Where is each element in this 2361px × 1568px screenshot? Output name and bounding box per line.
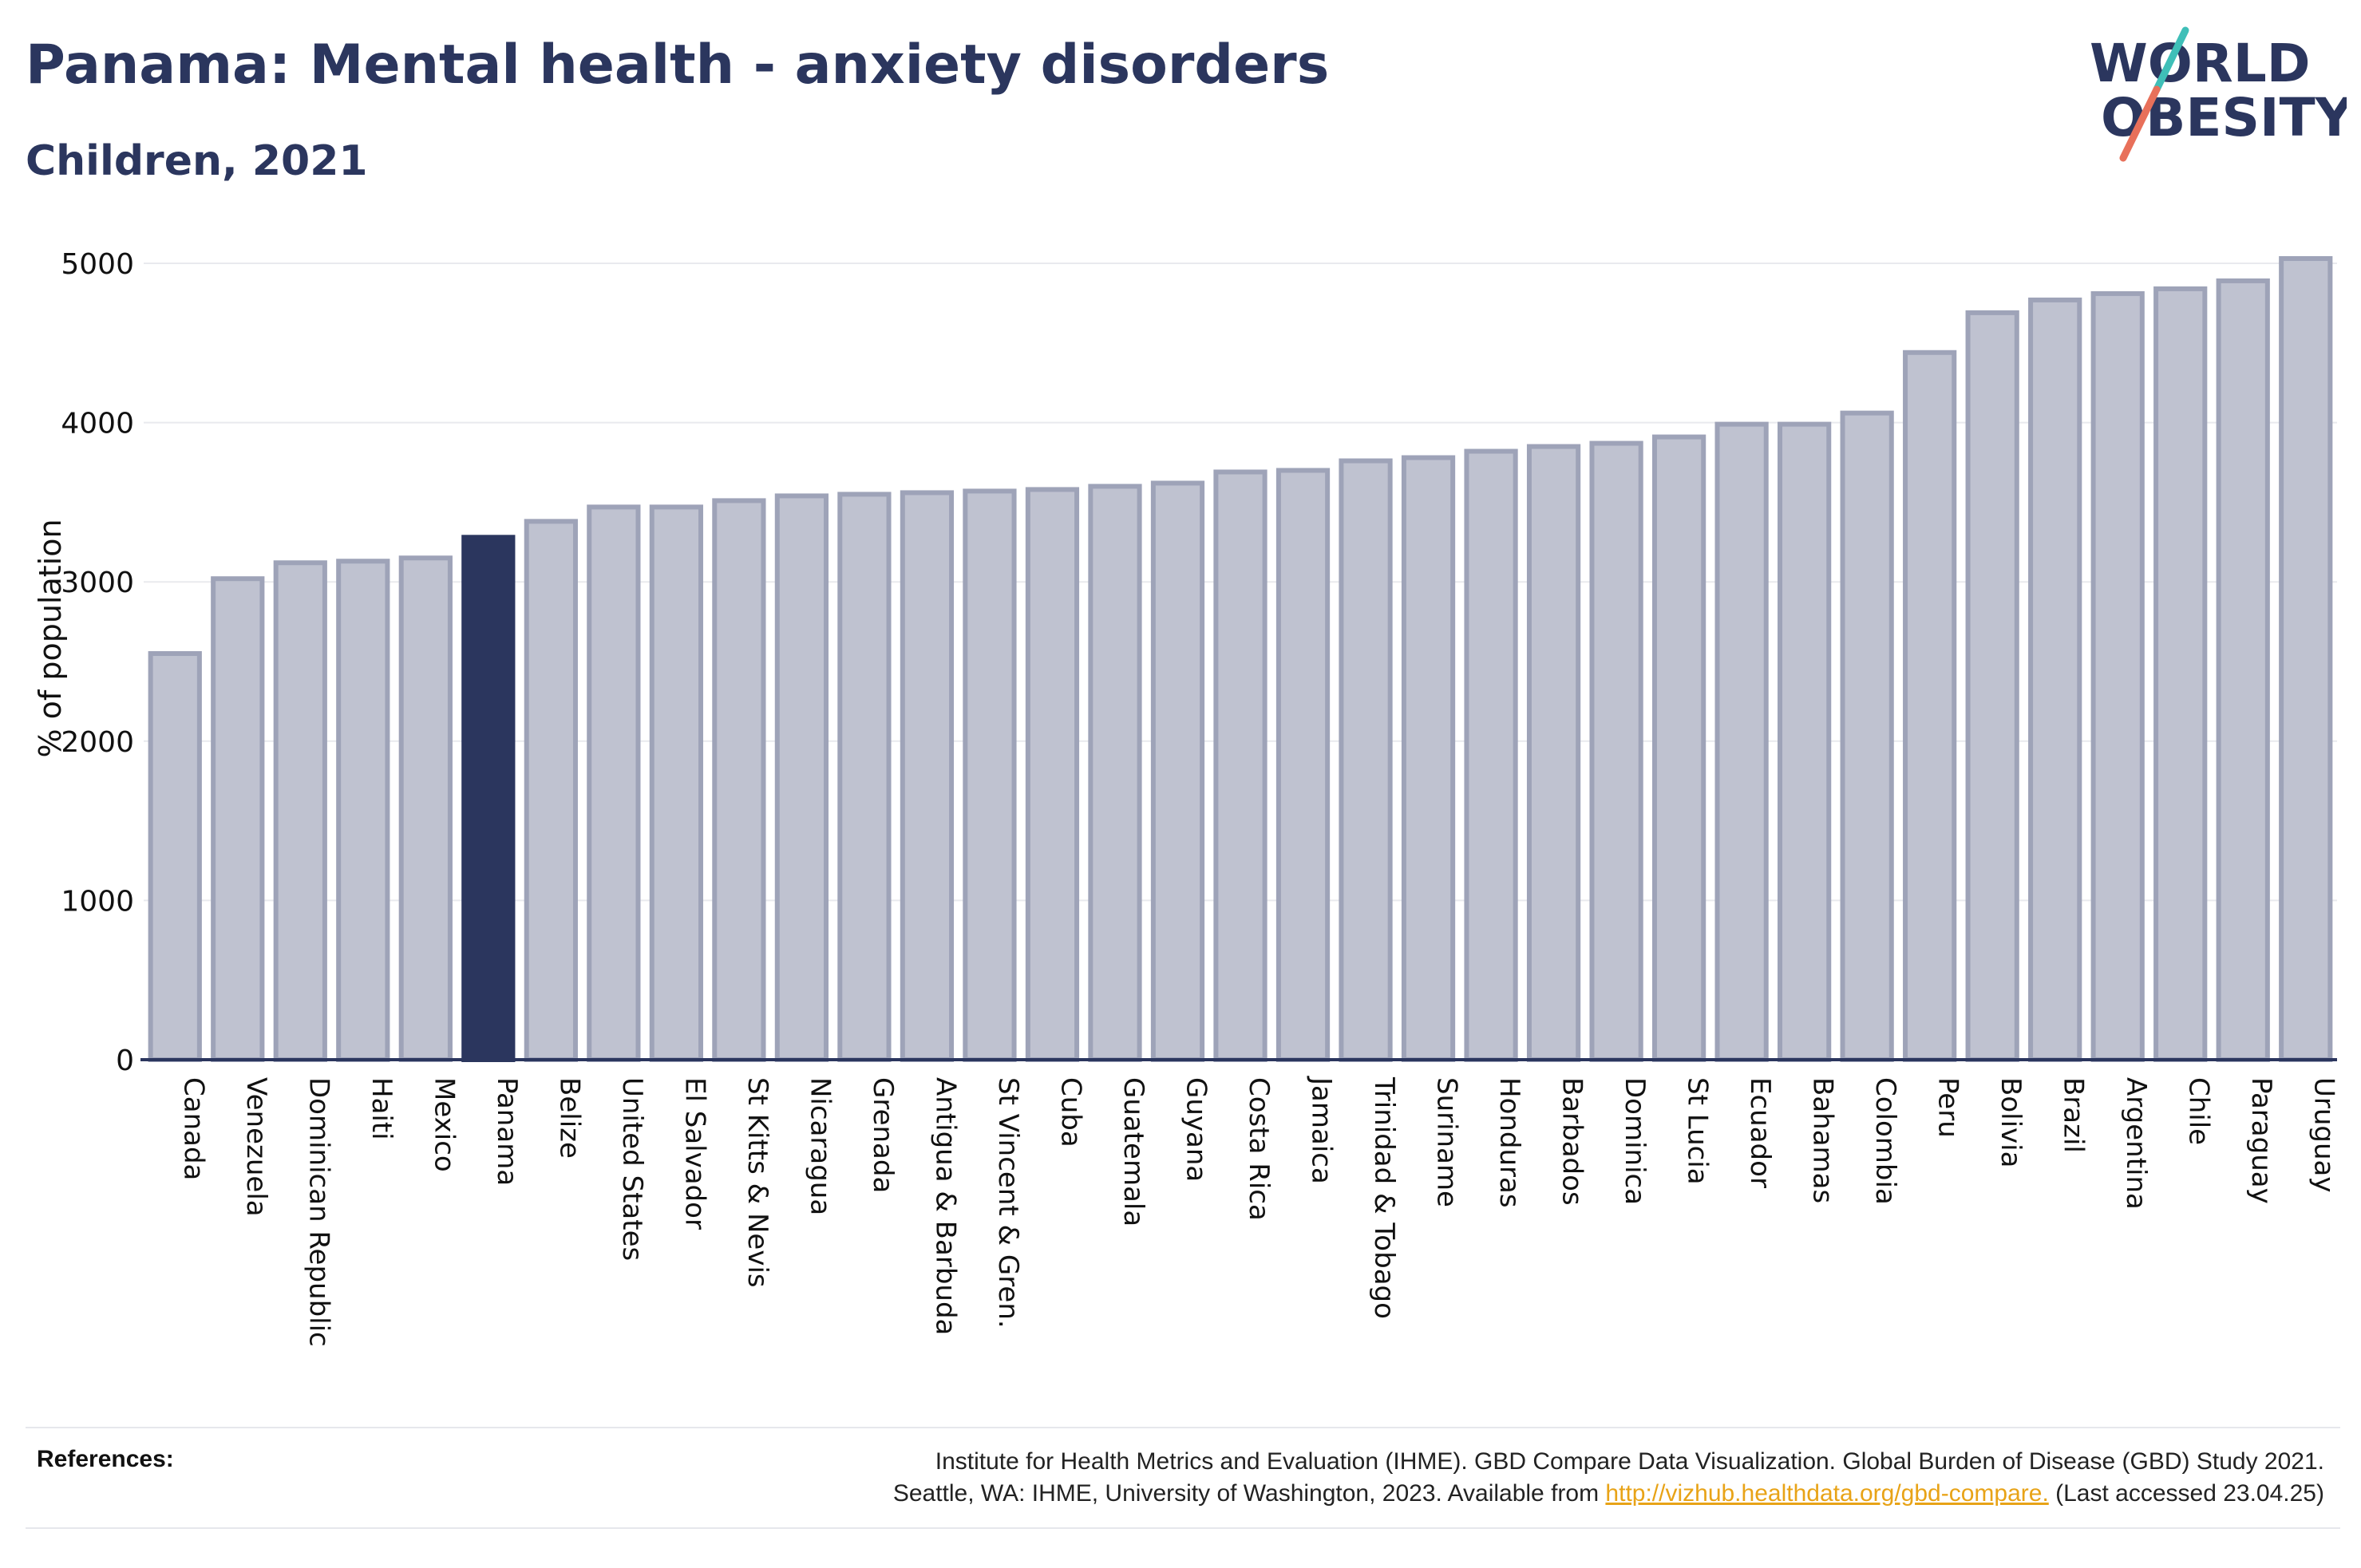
x-tick-label: United States xyxy=(616,1077,648,1261)
x-tick-label: El Salvador xyxy=(678,1077,710,1230)
x-tick-label: Grenada xyxy=(867,1077,899,1193)
y-tick-label: 5000 xyxy=(61,248,134,281)
references-section: References: Institute for Health Metrics… xyxy=(26,1427,2340,1529)
x-tick-label: Canada xyxy=(177,1077,209,1180)
x-tick-label: Bahamas xyxy=(1807,1077,1839,1203)
bar-jamaica[interactable] xyxy=(1275,468,1331,1062)
x-tick-label: Paraguay xyxy=(2245,1077,2277,1204)
bar-united-states[interactable] xyxy=(587,504,641,1062)
bar-haiti[interactable] xyxy=(336,559,390,1062)
bar-peru[interactable] xyxy=(1903,350,1957,1062)
x-tick-label: St Lucia xyxy=(1682,1077,1714,1185)
bar-guatemala[interactable] xyxy=(1088,484,1142,1062)
bar-antigua-barbuda[interactable] xyxy=(900,490,955,1062)
references-label: References: xyxy=(37,1446,174,1472)
x-tick-label: Venezuela xyxy=(240,1077,272,1217)
bar-bolivia[interactable] xyxy=(1965,310,2019,1063)
x-tick-label: Antigua & Barbuda xyxy=(929,1077,961,1335)
x-tick-label: Bolivia xyxy=(1995,1077,2027,1167)
bar-cuba[interactable] xyxy=(1025,487,1080,1062)
y-tick-label: 4000 xyxy=(61,408,134,440)
x-tick-label: Chile xyxy=(2183,1077,2215,1145)
x-tick-label: Suriname xyxy=(1431,1077,1463,1207)
y-axis-label: % of population xyxy=(33,519,68,757)
x-tick-label: Costa Rica xyxy=(1243,1077,1275,1221)
x-tick-label: Trinidad & Tobago xyxy=(1368,1076,1400,1319)
bar-costa-rica[interactable] xyxy=(1213,469,1268,1062)
chart-subtitle: Children, 2021 xyxy=(26,137,368,185)
x-tick-label: Guyana xyxy=(1180,1077,1212,1182)
x-tick-label: Barbados xyxy=(1556,1077,1588,1206)
y-tick-label: 0 xyxy=(116,1045,134,1077)
logo-text-world: WORLD xyxy=(2090,33,2311,94)
x-tick-label: Belize xyxy=(553,1077,585,1159)
bar-st-kitts-nevis[interactable] xyxy=(712,498,766,1062)
x-tick-label: Uruguay xyxy=(2308,1077,2340,1193)
x-tick-label: Cuba xyxy=(1054,1077,1086,1147)
bar-honduras[interactable] xyxy=(1464,448,1518,1062)
bars: Canada Venezuela Dominican Republic Haiti Me… xyxy=(148,256,2340,1347)
bar-argentina[interactable] xyxy=(2090,290,2145,1062)
bar-belize[interactable] xyxy=(524,519,578,1062)
x-tick-label: Dominican Republic xyxy=(303,1077,334,1347)
bar-grenada[interactable] xyxy=(837,492,892,1062)
bar-suriname[interactable] xyxy=(1401,455,1456,1062)
bar-colombia[interactable] xyxy=(1840,410,1894,1062)
bar-mexico[interactable] xyxy=(398,555,453,1062)
bar-guyana[interactable] xyxy=(1150,480,1205,1062)
bar-chile[interactable] xyxy=(2153,286,2208,1063)
bar-panama[interactable] xyxy=(461,535,516,1062)
x-tick-label: Panama xyxy=(491,1077,523,1186)
bar-chart: 0 1000 2000 3000 4000 5000 Canada Venezuela Dom… xyxy=(33,248,2340,1347)
bar-nicaragua[interactable] xyxy=(774,493,829,1062)
x-tick-label: Guatemala xyxy=(1117,1077,1149,1226)
bar-brazil[interactable] xyxy=(2028,297,2082,1062)
bar-uruguay[interactable] xyxy=(2279,256,2333,1062)
y-tick-label: 2000 xyxy=(61,726,134,759)
x-tick-label: Dominica xyxy=(1619,1077,1651,1205)
references-link[interactable]: http://vizhub.healthdata.org/gbd-compare… xyxy=(1605,1480,2049,1507)
references-text: Institute for Health Metrics and Evaluat… xyxy=(893,1446,2324,1510)
y-tick-label: 3000 xyxy=(61,567,134,599)
bar-dominican-republic[interactable] xyxy=(273,560,327,1062)
y-tick-label: 1000 xyxy=(61,885,134,918)
x-tick-label: Haiti xyxy=(366,1077,397,1140)
x-tick-label: Peru xyxy=(1932,1077,1964,1138)
bar-canada[interactable] xyxy=(148,651,202,1063)
x-tick-label: St Kitts & Nevis xyxy=(742,1077,773,1288)
references-line-2: Seattle, WA: IHME, University of Washing… xyxy=(893,1478,2324,1510)
bar-barbados[interactable] xyxy=(1526,444,1581,1062)
references-line-2-pre: Seattle, WA: IHME, University of Washing… xyxy=(892,1480,1606,1507)
x-tick-label: Mexico xyxy=(428,1077,460,1172)
bar-paraguay[interactable] xyxy=(2216,278,2270,1062)
bar-venezuela[interactable] xyxy=(211,576,265,1062)
chart-title: Panama: Mental health - anxiety disorder… xyxy=(26,34,1330,97)
bar-dominica[interactable] xyxy=(1589,440,1643,1062)
x-tick-label: Ecuador xyxy=(1744,1077,1776,1188)
bar-ecuador[interactable] xyxy=(1714,421,1769,1062)
references-line-2-post: (Last accessed 23.04.25) xyxy=(2048,1480,2324,1507)
x-tick-label: Honduras xyxy=(1493,1077,1525,1208)
x-tick-label: Colombia xyxy=(1869,1077,1901,1205)
bar-trinidad-tobago[interactable] xyxy=(1339,458,1393,1062)
bar-bahamas[interactable] xyxy=(1778,421,1832,1062)
x-tick-label: Nicaragua xyxy=(804,1077,836,1215)
x-tick-label: Argentina xyxy=(2120,1077,2152,1210)
x-tick-label: Jamaica xyxy=(1306,1076,1338,1184)
slash-logo-icon xyxy=(2119,26,2189,162)
references-line-1: Institute for Health Metrics and Evaluat… xyxy=(935,1448,2324,1475)
bar-st-lucia[interactable] xyxy=(1651,434,1706,1062)
world-obesity-logo: WORLD OBESITY xyxy=(2090,26,2347,162)
bar-el-salvador[interactable] xyxy=(649,504,703,1062)
x-tick-label: St Vincent & Gren. xyxy=(992,1077,1024,1329)
x-tick-label: Brazil xyxy=(2058,1077,2090,1153)
bar-st-vincent-gren-[interactable] xyxy=(963,488,1017,1062)
